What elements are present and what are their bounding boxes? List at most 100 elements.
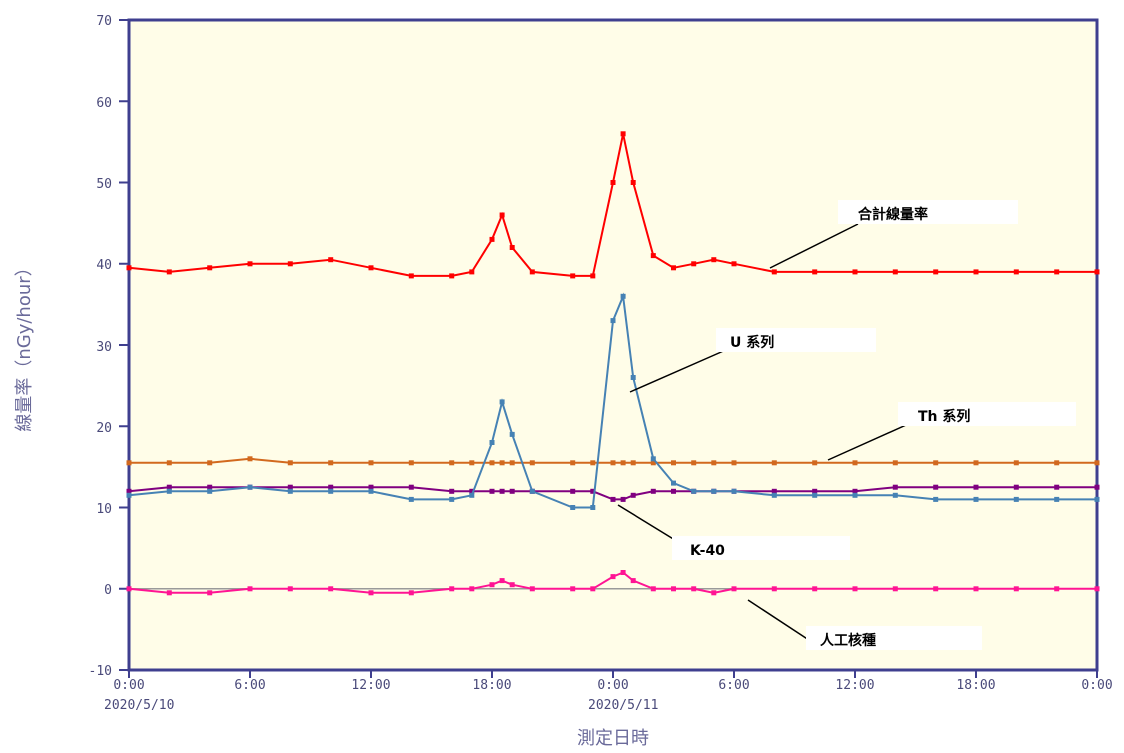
series-layer [126,131,1100,596]
data-point [408,496,414,502]
data-point [691,261,697,267]
y-tick-label: 70 [96,14,112,29]
data-point [812,586,818,592]
data-point [499,212,505,218]
data-point [408,590,414,596]
data-point [1094,484,1100,490]
data-point [287,484,293,490]
data-point [630,180,636,185]
data-point [711,590,717,596]
x-tick-label: 0:00 [113,678,144,693]
data-point [852,488,858,494]
y-tick-label: 10 [96,502,112,517]
data-point [852,586,858,592]
data-point [408,484,414,490]
data-point [973,586,979,592]
data-point [892,484,898,490]
data-point [207,460,213,466]
data-point [711,488,717,494]
data-point [328,488,334,494]
data-point [1013,586,1019,592]
axis-ticks [119,19,1098,678]
data-point [771,460,777,466]
data-point [489,440,495,445]
data-point [287,488,293,494]
data-point [328,484,334,490]
data-point [529,488,535,494]
data-point [499,399,505,405]
data-point [328,257,334,263]
data-point [1094,460,1100,466]
data-point [449,460,455,466]
data-point [1054,269,1060,275]
data-point [1054,496,1060,502]
data-point [368,460,374,466]
label-box-u [716,328,876,352]
data-point [812,460,818,466]
data-point [691,488,697,494]
data-point [489,582,495,588]
data-point [671,586,676,592]
data-point [207,484,213,490]
x-tick-label: 18:00 [472,678,511,693]
data-point [489,460,495,466]
data-point [973,460,979,466]
data-point [620,293,626,299]
data-point [610,574,616,580]
y-tick-label: 30 [96,340,112,355]
x-axis-title: 測定日時 [577,728,649,749]
data-point [973,496,979,502]
data-point [570,488,576,494]
data-point [711,460,717,466]
data-point [207,590,213,596]
data-point [650,488,656,494]
data-point [570,586,576,592]
data-point [408,273,414,279]
data-point [247,456,253,462]
data-point [892,460,898,466]
data-point [892,586,898,592]
data-point [207,488,213,494]
y-tick-label: 0 [104,583,112,598]
data-point [449,496,455,502]
plot-area [127,18,1099,672]
series-label-total: 合計線量率 [858,206,928,223]
data-point [126,265,132,271]
data-point [247,261,253,267]
data-point [1054,484,1060,490]
data-point [590,586,596,592]
data-point [368,488,374,494]
data-point [650,460,656,466]
data-point [973,484,979,490]
data-point [731,261,737,267]
data-point [570,273,576,279]
data-point [650,456,656,462]
x-tick-label: 0:00 [1081,678,1112,693]
data-point [630,460,636,466]
data-point [328,586,334,592]
series-label-artificial: 人工核種 [820,632,876,649]
data-point [1013,269,1019,275]
data-point [499,460,505,466]
data-point [771,269,777,275]
data-point [671,265,676,271]
data-point [1013,460,1019,466]
x-tick-label: 6:00 [718,678,749,693]
data-point [1013,496,1019,502]
data-point [691,586,697,592]
x-tick-label: 12:00 [351,678,390,693]
data-point [812,492,818,498]
data-point [499,488,505,494]
x-tick-label: 12:00 [835,678,874,693]
data-point [610,460,616,466]
data-point [933,484,939,490]
data-point [852,460,858,466]
data-point [711,257,717,263]
leader-line [827,420,916,461]
data-point [933,269,939,275]
x-date-label-day1: 2020/5/10 [104,698,174,713]
label-box-k40 [672,536,850,560]
data-point [590,488,596,494]
data-point [1094,586,1100,592]
